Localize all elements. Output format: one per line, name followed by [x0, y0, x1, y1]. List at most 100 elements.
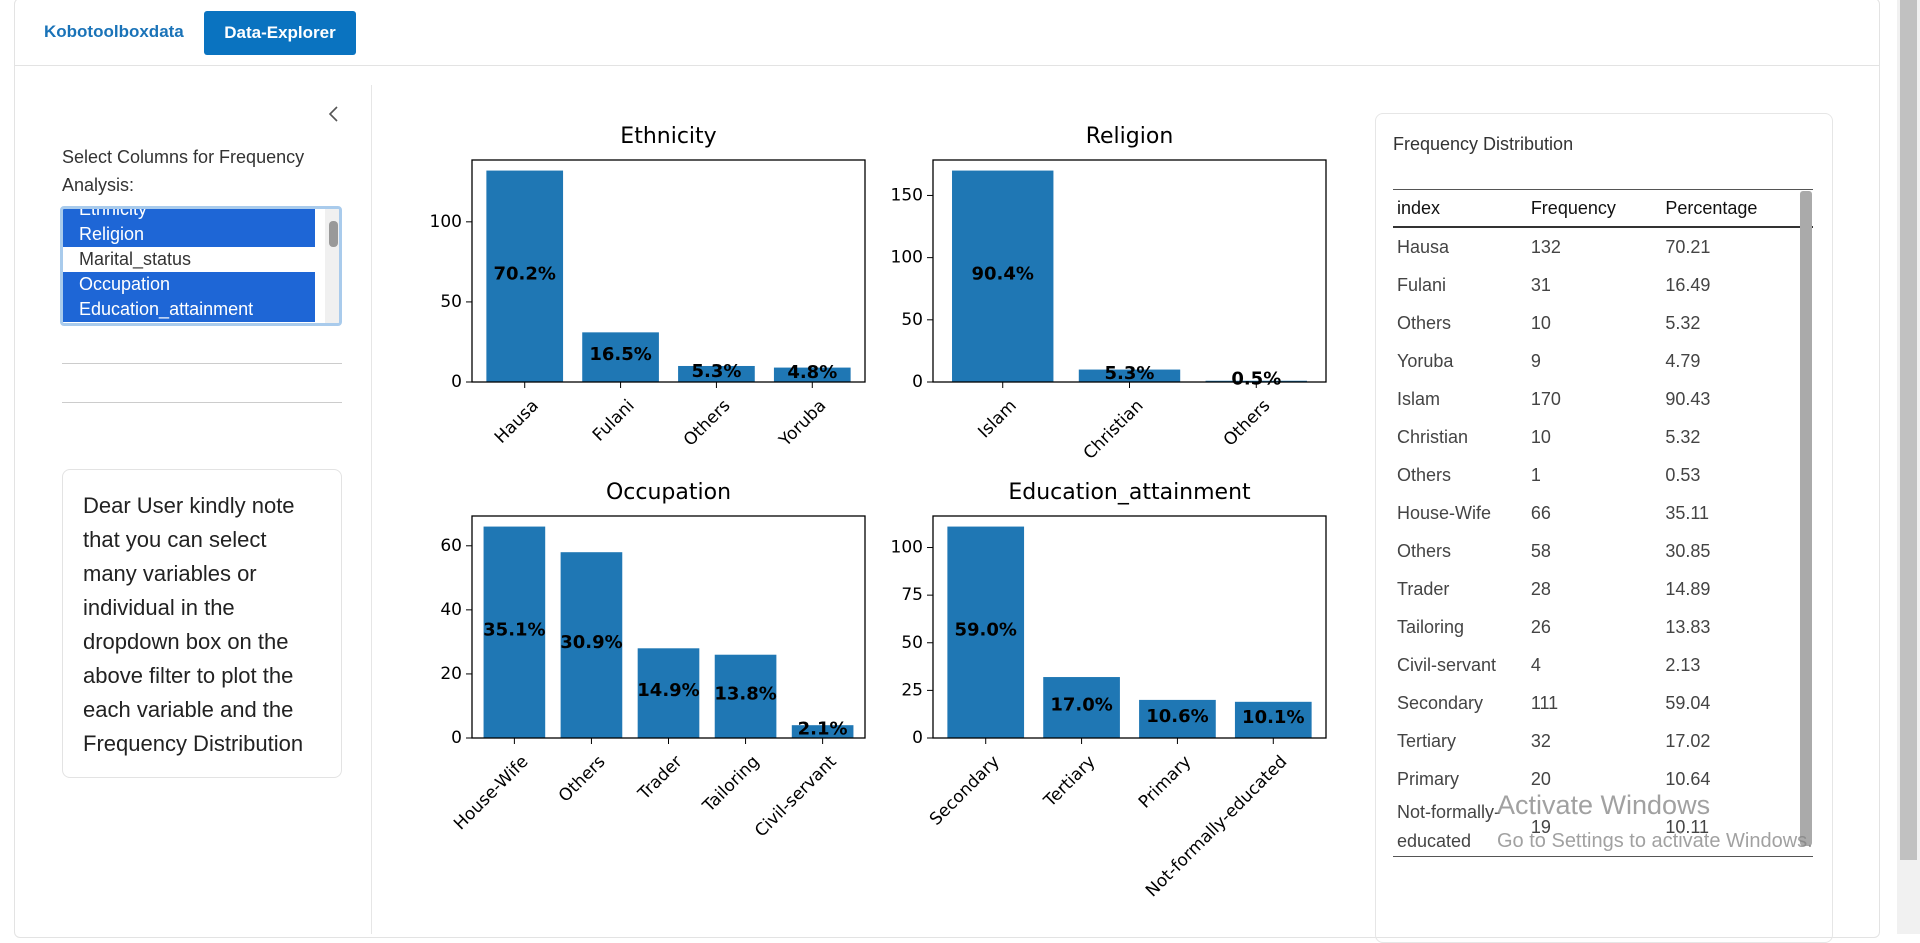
table-cell: Primary	[1397, 768, 1459, 789]
bar-label: 59.0%	[954, 619, 1016, 640]
table-cell: Christian	[1397, 426, 1469, 447]
y-tick-label: 100	[891, 538, 923, 558]
option[interactable]: Education_attainment	[63, 297, 315, 322]
table-title: Frequency Distribution	[1393, 134, 1574, 154]
y-tick-label: 40	[440, 600, 462, 620]
axes-frame	[471, 159, 866, 383]
table-row: Not-formally-educated 19 10.11	[1393, 798, 1813, 857]
column-header: Frequency	[1526, 189, 1662, 228]
table-row: Secondary 111 59.04	[1393, 684, 1813, 722]
table-cell: Trader	[1397, 578, 1450, 599]
table-cell: Fulani	[1397, 274, 1447, 295]
column-header: index	[1393, 189, 1527, 228]
bar	[486, 170, 564, 382]
divider	[15, 65, 1879, 66]
table-cell: 1	[1530, 464, 1541, 485]
table-row: Islam 170 90.43	[1393, 380, 1813, 418]
axes-frame	[932, 515, 1327, 739]
select-label: Select Columns for Frequency Analysis:	[62, 147, 305, 195]
bar-label: 5.3%	[691, 361, 741, 382]
bar	[1139, 699, 1216, 738]
bar	[637, 648, 700, 738]
table-cell: 10	[1530, 312, 1551, 333]
x-tick-label: Tailoring	[698, 752, 763, 817]
x-tick-label: Tertiary	[1040, 752, 1100, 812]
table-cell: Tailoring	[1397, 616, 1465, 637]
table-cell: 58	[1530, 540, 1551, 561]
tab-active[interactable]: Data-Explorer	[204, 11, 356, 55]
table-cell: Not-formally-educated	[1397, 802, 1501, 851]
y-tick-label: 50	[901, 310, 923, 330]
bar-label: 5.3%	[1105, 363, 1155, 384]
y-tick-label: 0	[912, 728, 923, 748]
x-tick-label: Others	[555, 752, 610, 807]
chart-title: Ethnicity	[620, 124, 716, 149]
bar	[483, 526, 546, 738]
x-tick-label: Christian	[1080, 396, 1148, 464]
table-cell: 70.21	[1665, 236, 1711, 257]
tab[interactable]: Kobotoolboxdata	[44, 22, 184, 41]
table-cell: Tertiary	[1397, 730, 1457, 751]
table-cell: 2.13	[1665, 654, 1701, 675]
x-tick-label: Trader	[634, 752, 687, 805]
bar-label: 16.5%	[589, 344, 651, 365]
y-tick-label: 100	[430, 212, 462, 232]
table-cell: 66	[1530, 502, 1551, 523]
table-cell: Hausa	[1397, 236, 1450, 257]
bar	[791, 725, 854, 738]
collapse-chevron[interactable]	[326, 104, 342, 124]
charts: Ethnicity 70.2% Hausa 16.5% Fulani 5.3% Others…	[430, 124, 1327, 901]
x-tick-label: Civil-servant	[751, 752, 841, 842]
table-cell: 19	[1530, 816, 1551, 837]
watermark-title: Activate Windows	[1497, 790, 1711, 820]
table-cell: 132	[1530, 236, 1561, 257]
option[interactable]: Occupation	[63, 272, 315, 297]
y-tick-label: 0	[451, 728, 462, 748]
table-cell: 4.79	[1665, 350, 1701, 371]
bar	[560, 552, 623, 738]
bar-label: 17.0%	[1050, 695, 1112, 716]
axes-frame	[932, 159, 1327, 383]
y-tick-label: 75	[901, 585, 923, 605]
option[interactable]: Marital_status	[79, 249, 192, 269]
table-cell: 111	[1530, 692, 1559, 713]
table-cell: 90.43	[1665, 388, 1711, 409]
option[interactable]: Ethnicity	[63, 209, 315, 222]
bar	[582, 332, 659, 382]
table-cell: 32	[1530, 730, 1551, 751]
table-cell: 4	[1530, 654, 1541, 675]
bar-label: 13.8%	[714, 683, 776, 704]
divider	[62, 402, 342, 403]
table-cell: 14.89	[1665, 578, 1711, 599]
chart-title: Education_attainment	[1008, 480, 1251, 505]
chart-title: Religion	[1086, 124, 1174, 149]
option[interactable]: Religion	[63, 222, 315, 247]
table-cell: House-Wife	[1397, 502, 1492, 523]
bar-label: 10.1%	[1242, 707, 1304, 728]
page-scroll-thumb[interactable]	[1900, 0, 1917, 860]
table-cell: 28	[1530, 578, 1551, 599]
table-scrollbar[interactable]	[1800, 191, 1812, 846]
table-cell: Yoruba	[1397, 350, 1454, 371]
table-row: Others 58 30.85	[1393, 532, 1813, 570]
table-cell: Secondary	[1397, 692, 1484, 713]
watermark-subtitle: Go to Settings to activate Windows.	[1497, 830, 1813, 852]
table-row: Yoruba 9 4.79	[1393, 342, 1813, 380]
column-header: Percentage	[1661, 189, 1813, 228]
chart-title: Occupation	[606, 480, 731, 505]
table-cell: 13.83	[1665, 616, 1711, 637]
options: Ethnicity Religion Marital_status Occupatio…	[63, 209, 315, 322]
table-row: Primary 20 10.64	[1393, 760, 1813, 798]
column-select[interactable]: Ethnicity Religion Marital_status Occupatio…	[60, 206, 342, 326]
x-tick-label: Islam	[974, 396, 1020, 442]
table-cell: 31	[1530, 274, 1551, 295]
table-row: Tertiary 32 17.02	[1393, 722, 1813, 760]
table-row: Tailoring 26 13.83	[1393, 608, 1813, 646]
scroll-thumb[interactable]	[329, 221, 338, 247]
bar	[1078, 369, 1181, 382]
x-tick-label: Fulani	[589, 396, 639, 446]
y-tick-label: 0	[451, 372, 462, 392]
frequency-table: index Frequency Percentage Hausa 132 70.21 Ful…	[1393, 189, 1813, 857]
bar	[773, 367, 851, 382]
